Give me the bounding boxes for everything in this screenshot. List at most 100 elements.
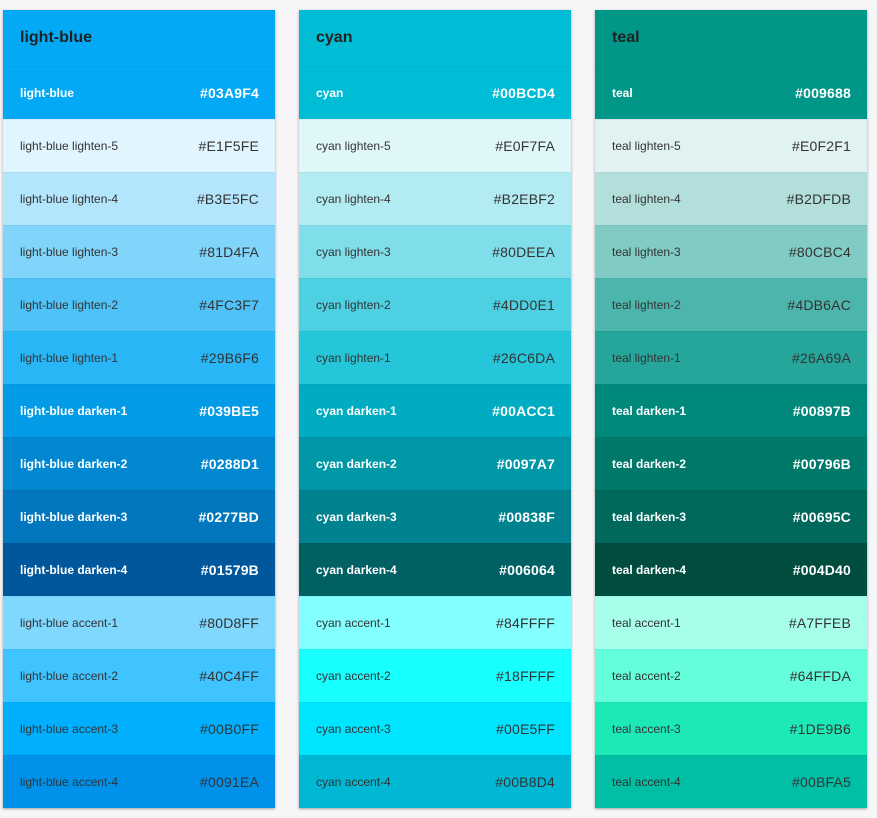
palette-title: cyan	[299, 10, 571, 66]
color-swatch: cyan lighten-1 #26C6DA	[299, 331, 571, 384]
swatch-name: teal darken-3	[612, 510, 687, 524]
swatch-hex: #0288D1	[200, 456, 259, 472]
swatch-hex: #E1F5FE	[198, 138, 259, 154]
swatch-hex: #0091EA	[199, 774, 259, 790]
swatch-name: teal lighten-1	[612, 351, 681, 365]
color-swatch: light-blue #03A9F4	[3, 66, 275, 119]
color-swatch: teal lighten-3 #80CBC4	[595, 225, 867, 278]
color-swatch: cyan lighten-2 #4DD0E1	[299, 278, 571, 331]
color-swatch: teal #009688	[595, 66, 867, 119]
color-swatch: teal darken-1 #00897B	[595, 384, 867, 437]
color-swatch: light-blue accent-4 #0091EA	[3, 755, 275, 808]
swatch-name: light-blue accent-4	[20, 775, 119, 789]
swatch-hex: #00E5FF	[496, 721, 555, 737]
swatch-hex: #29B6F6	[200, 350, 259, 366]
swatch-name: teal darken-1	[612, 404, 687, 418]
swatch-hex: #00B0FF	[200, 721, 259, 737]
swatch-hex: #004D40	[792, 562, 851, 578]
swatch-name: teal darken-2	[612, 457, 687, 471]
color-swatch: cyan darken-2 #0097A7	[299, 437, 571, 490]
swatch-hex: #B2EBF2	[493, 191, 555, 207]
swatch-name: cyan lighten-2	[316, 298, 391, 312]
palette-light-blue: light-blue light-blue #03A9F4 light-blue l…	[3, 10, 275, 808]
swatch-name: cyan darken-3	[316, 510, 397, 524]
color-swatch: teal lighten-2 #4DB6AC	[595, 278, 867, 331]
swatch-hex: #18FFFF	[496, 668, 555, 684]
color-swatch: teal darken-3 #00695C	[595, 490, 867, 543]
swatch-name: teal lighten-2	[612, 298, 681, 312]
swatch-hex: #B3E5FC	[196, 191, 259, 207]
swatch-name: cyan accent-1	[316, 616, 391, 630]
swatch-name: cyan lighten-3	[316, 245, 391, 259]
color-swatch: teal lighten-1 #26A69A	[595, 331, 867, 384]
swatch-hex: #00ACC1	[492, 403, 555, 419]
swatch-hex: #A7FFEB	[788, 615, 851, 631]
swatch-name: teal lighten-3	[612, 245, 681, 259]
swatch-hex: #4FC3F7	[199, 297, 259, 313]
swatch-hex: #84FFFF	[496, 615, 555, 631]
swatch-hex: #26A69A	[791, 350, 851, 366]
swatch-name: cyan darken-4	[316, 563, 397, 577]
color-swatch: teal accent-1 #A7FFEB	[595, 596, 867, 649]
swatch-hex: #26C6DA	[492, 350, 555, 366]
swatch-name: light-blue accent-1	[20, 616, 119, 630]
swatch-name: teal lighten-4	[612, 192, 681, 206]
swatch-name: cyan lighten-5	[316, 139, 391, 153]
swatch-name: light-blue darken-3	[20, 510, 128, 524]
swatch-hex: #1DE9B6	[789, 721, 851, 737]
color-swatch: cyan lighten-5 #E0F7FA	[299, 119, 571, 172]
swatch-hex: #E0F7FA	[495, 138, 555, 154]
color-swatch: teal darken-4 #004D40	[595, 543, 867, 596]
palette-title: light-blue	[3, 10, 275, 66]
color-swatch: cyan lighten-4 #B2EBF2	[299, 172, 571, 225]
color-swatch: light-blue darken-3 #0277BD	[3, 490, 275, 543]
swatch-name: light-blue accent-2	[20, 669, 119, 683]
swatch-name: light-blue lighten-1	[20, 351, 119, 365]
swatch-name: cyan lighten-1	[316, 351, 391, 365]
swatch-name: light-blue darken-2	[20, 457, 128, 471]
swatch-hex: #00BFA5	[792, 774, 851, 790]
color-swatch: cyan #00BCD4	[299, 66, 571, 119]
swatch-hex: #01579B	[200, 562, 259, 578]
swatch-hex: #039BE5	[199, 403, 259, 419]
palette-cyan: cyan cyan #00BCD4 cyan lighten-5 #E0F7FA cya…	[299, 10, 571, 808]
color-swatch: teal accent-2 #64FFDA	[595, 649, 867, 702]
color-swatch: light-blue darken-4 #01579B	[3, 543, 275, 596]
color-swatch: cyan accent-4 #00B8D4	[299, 755, 571, 808]
swatch-hex: #80CBC4	[788, 244, 851, 260]
swatch-name: light-blue accent-3	[20, 722, 119, 736]
swatch-hex: #0097A7	[496, 456, 555, 472]
color-swatch: cyan lighten-3 #80DEEA	[299, 225, 571, 278]
swatch-hex: #00B8D4	[495, 774, 555, 790]
swatch-name: teal accent-3	[612, 722, 681, 736]
color-swatch: cyan accent-3 #00E5FF	[299, 702, 571, 755]
color-swatch: cyan accent-2 #18FFFF	[299, 649, 571, 702]
swatch-hex: #00695C	[792, 509, 851, 525]
swatch-name: teal lighten-5	[612, 139, 681, 153]
swatch-hex: #009688	[795, 85, 851, 101]
swatch-hex: #4DD0E1	[492, 297, 555, 313]
color-swatch: cyan darken-3 #00838F	[299, 490, 571, 543]
color-swatch: light-blue lighten-4 #B3E5FC	[3, 172, 275, 225]
swatch-name: light-blue lighten-2	[20, 298, 119, 312]
swatch-name: light-blue lighten-3	[20, 245, 119, 259]
color-swatch: light-blue darken-2 #0288D1	[3, 437, 275, 490]
color-swatch: teal accent-3 #1DE9B6	[595, 702, 867, 755]
swatch-hex: #E0F2F1	[792, 138, 851, 154]
color-swatch: cyan darken-1 #00ACC1	[299, 384, 571, 437]
color-swatch: cyan darken-4 #006064	[299, 543, 571, 596]
color-swatch: light-blue lighten-2 #4FC3F7	[3, 278, 275, 331]
swatch-name: cyan darken-1	[316, 404, 397, 418]
swatch-list: teal #009688 teal lighten-5 #E0F2F1 teal lig…	[595, 66, 867, 808]
swatch-name: cyan accent-4	[316, 775, 391, 789]
swatch-name: teal accent-2	[612, 669, 681, 683]
color-swatch: light-blue lighten-1 #29B6F6	[3, 331, 275, 384]
swatch-name: cyan lighten-4	[316, 192, 391, 206]
swatch-hex: #81D4FA	[199, 244, 259, 260]
swatch-hex: #0277BD	[198, 509, 259, 525]
swatch-name: cyan darken-2	[316, 457, 397, 471]
swatch-hex: #006064	[499, 562, 555, 578]
color-swatch: teal darken-2 #00796B	[595, 437, 867, 490]
color-swatch: light-blue accent-2 #40C4FF	[3, 649, 275, 702]
swatch-name: cyan	[316, 86, 344, 100]
